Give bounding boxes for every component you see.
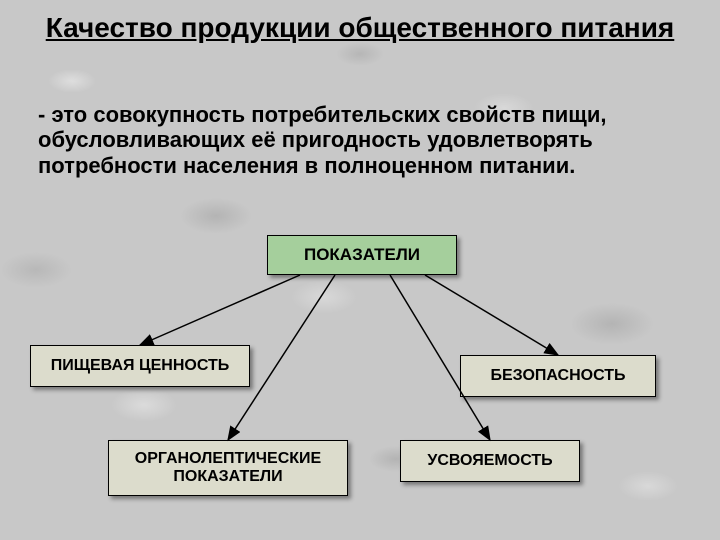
child-box-digestibility: УСВОЯЕМОСТЬ: [400, 440, 580, 482]
child-box-label: УСВОЯЕМОСТЬ: [427, 452, 552, 470]
root-box-indicators: ПОКАЗАТЕЛИ: [267, 235, 457, 275]
child-box-organoleptic: ОРГАНОЛЕПТИЧЕСКИЕ ПОКАЗАТЕЛИ: [108, 440, 348, 496]
child-box-nutritional-value: ПИЩЕВАЯ ЦЕННОСТЬ: [30, 345, 250, 387]
page-title: Качество продукции общественного питания: [0, 12, 720, 44]
child-box-label: ОРГАНОЛЕПТИЧЕСКИЕ ПОКАЗАТЕЛИ: [119, 450, 337, 486]
child-box-safety: БЕЗОПАСНОСТЬ: [460, 355, 656, 397]
root-box-label: ПОКАЗАТЕЛИ: [304, 245, 420, 265]
child-box-label: БЕЗОПАСНОСТЬ: [490, 367, 625, 385]
definition-text: - это совокупность потребительских свойс…: [38, 102, 678, 178]
child-box-label: ПИЩЕВАЯ ЦЕННОСТЬ: [51, 357, 230, 375]
